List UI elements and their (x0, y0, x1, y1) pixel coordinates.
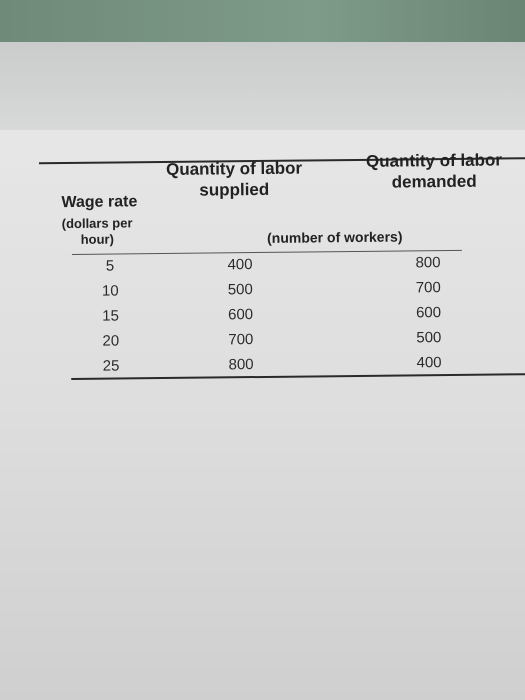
supplied-cell: 800 (228, 356, 254, 374)
wage-cell: 20 (102, 332, 120, 350)
wage-cell: 5 (105, 257, 115, 275)
header-wage-unit: (dollars per hour) (61, 215, 133, 247)
header-demanded: Quantity of labor demanded (365, 150, 503, 192)
demanded-cell: 500 (416, 329, 442, 347)
demanded-cell: 800 (415, 254, 441, 272)
toolbar-band (0, 42, 525, 130)
supplied-cell: 600 (227, 306, 254, 324)
supplied-cell: 700 (228, 331, 254, 349)
wage-cell: 25 (102, 357, 120, 375)
header-quantity-unit: (number of workers) (266, 228, 403, 246)
demanded-cell: 700 (415, 279, 441, 297)
supplied-cell: 400 (227, 256, 253, 274)
wage-cell: 10 (101, 282, 119, 300)
window-bar (0, 0, 525, 42)
header-wage: Wage rate (61, 193, 138, 212)
demanded-cell: 600 (415, 304, 442, 322)
demanded-cell: 400 (416, 354, 442, 372)
header-supplied: Quantity of labor supplied (165, 158, 303, 200)
wage-cell: 15 (102, 307, 120, 325)
supplied-cell: 500 (227, 281, 253, 299)
